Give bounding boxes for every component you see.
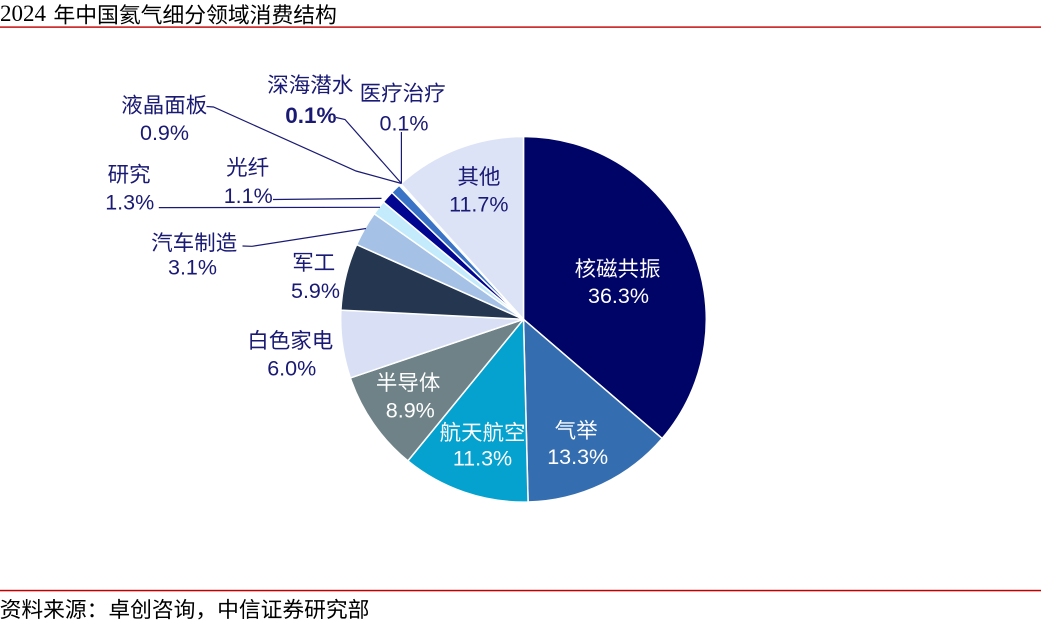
svg-text:1.1%: 1.1% [224, 184, 273, 208]
svg-text:0.1%: 0.1% [285, 103, 336, 128]
svg-text:6.0%: 6.0% [267, 356, 316, 380]
svg-text:3.1%: 3.1% [168, 256, 217, 280]
svg-text:0.9%: 0.9% [140, 121, 189, 145]
svg-text:36.3%: 36.3% [588, 284, 649, 308]
svg-text:11.7%: 11.7% [449, 193, 508, 217]
svg-text:2024: 2024 [0, 1, 47, 26]
svg-text:11.3%: 11.3% [453, 447, 512, 471]
svg-text:1.3%: 1.3% [105, 190, 154, 214]
svg-text:0.1%: 0.1% [379, 111, 428, 135]
svg-text:5.9%: 5.9% [291, 279, 340, 303]
svg-text:13.3%: 13.3% [547, 445, 608, 469]
svg-text:8.9%: 8.9% [386, 399, 435, 423]
